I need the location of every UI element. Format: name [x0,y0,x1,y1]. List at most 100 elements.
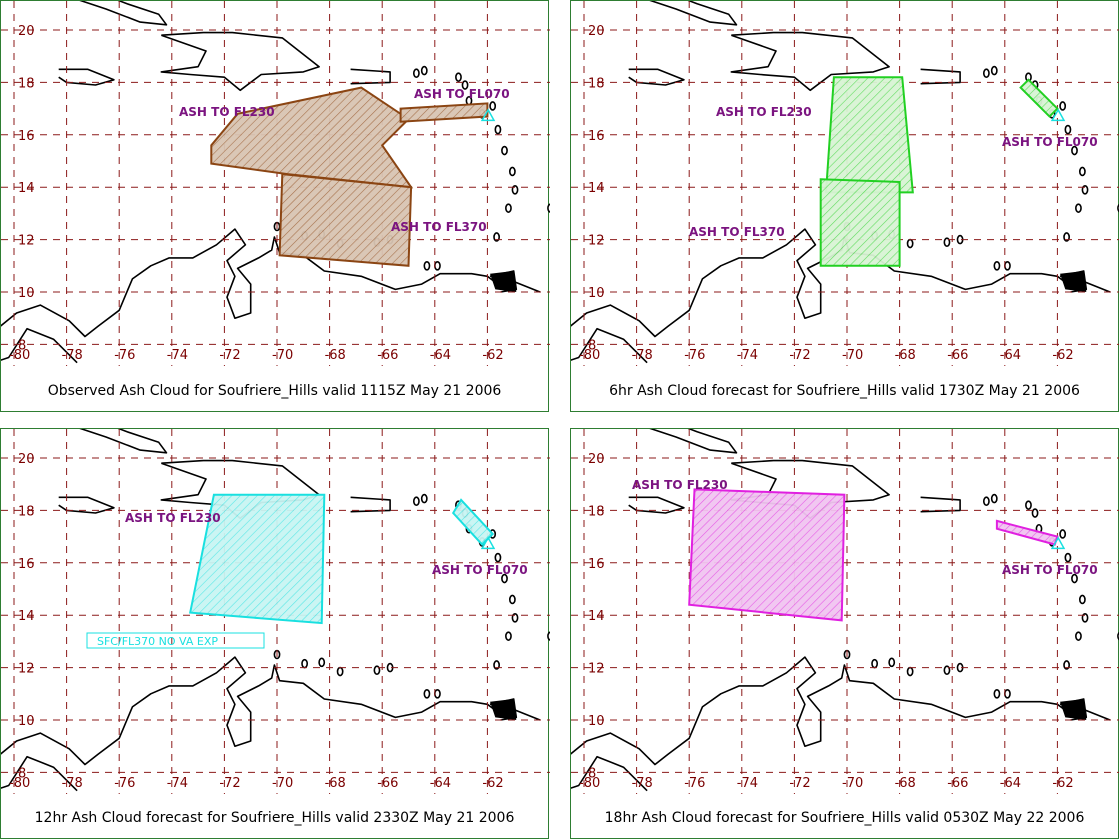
lon-tick-label: -68 [895,776,916,791]
island [493,232,501,242]
lat-tick-label: 14 [18,609,35,624]
map-layer [571,429,1119,794]
coastline-panama [571,327,648,364]
lon-tick-label: -64 [430,776,451,791]
lon-tick-label: -64 [1000,348,1021,363]
island [412,496,420,507]
island [1004,688,1011,699]
ash-label-ash-to-fl070: ASH TO FL070 [1002,563,1098,577]
volcano-marker [1050,108,1066,122]
map-layer [1,429,550,794]
volcano-marker [480,108,496,122]
lat-tick-label: 8 [18,338,26,353]
lon-tick-label: -78 [62,776,83,791]
island [888,657,896,668]
lat-tick-label: 18 [18,504,35,519]
island [412,68,420,79]
island [943,665,951,676]
island [1063,660,1071,670]
coastline-panama [1,755,78,792]
island [906,238,914,249]
island [494,552,502,563]
lat-tick-label: 20 [588,24,605,39]
grid-lines [1,429,550,794]
lon-tick-label: -74 [167,776,188,791]
lon-tick-label: -76 [114,348,135,363]
island [505,203,512,213]
lon-tick-label: -68 [325,776,346,791]
lat-tick-label: 12 [588,234,605,249]
island [461,80,469,90]
island [1081,613,1089,623]
lon-tick-label: -62 [482,776,503,791]
lat-tick-label: 16 [18,557,35,572]
island [990,65,998,76]
lon-tick-label: -64 [430,348,451,363]
note-text: SFC/FL370 NO VA EXP [97,635,218,648]
island [982,496,990,507]
coastline-cuba [79,429,168,454]
island [511,613,519,623]
island [871,658,879,669]
lon-tick-label: -74 [737,348,758,363]
panel-12hr: 20 18 16 14 12 10 8 -80 -78 -76 -74 -72 -70 -68 -66 -64… [0,428,550,839]
panel-observed: 20 18 16 14 12 10 8 -80 -78 -76 -74 -72 -70 -68 -66 -64… [0,0,550,412]
lat-tick-label: 16 [18,129,35,144]
volcano-marker [480,536,496,550]
island [1075,203,1082,213]
island [505,631,512,641]
island [336,666,344,677]
island [301,658,309,669]
island [420,493,428,504]
lat-tick-label: 8 [18,766,26,781]
ash-label-ash-to-fl230: ASH TO FL230 [632,478,728,492]
island [508,166,516,177]
caption-12hr: 12hr Ash Cloud forecast for Soufriere_Hi… [34,810,515,826]
lat-tick-label: 10 [18,286,35,301]
island [494,124,502,135]
lat-tick-label: 10 [588,714,605,729]
coastline-puertorico [350,496,391,513]
lon-tick-label: -78 [632,776,653,791]
lat-tick-label: 8 [588,338,596,353]
island [982,68,990,79]
island [508,594,516,605]
grid-lines [1,1,550,366]
trinidad-island [490,699,517,720]
lat-tick-label: 18 [588,76,605,91]
lon-tick-label: -62 [1052,348,1073,363]
ash-area-fl070 [451,498,495,546]
island [547,203,550,213]
island [434,260,441,271]
lon-tick-label: -68 [895,348,916,363]
lat-tick-label: 12 [588,662,605,677]
lat-tick-label: 16 [588,557,605,572]
map-6hr: 20 18 16 14 12 10 8-80 -78 -76 -74 -72 -70 -68 -66 -64… [571,1,1119,366]
lon-tick-label: -70 [272,776,293,791]
lon-tick-label: -78 [62,348,83,363]
lon-tick-label: -72 [789,776,810,791]
island [1025,500,1032,510]
lon-tick-label: -80 [9,776,30,791]
island [489,101,497,111]
lon-tick-label: -72 [789,348,810,363]
island [1081,185,1089,195]
coastline-southam [571,228,1111,338]
lon-tick-label: -80 [9,348,30,363]
volcano-marker [1050,536,1066,550]
island [1078,166,1086,177]
ash-label-ash-to-fl230: ASH TO FL230 [125,511,221,525]
ash-label-ash-to-fl230: ASH TO FL230 [179,105,275,119]
coastline-puertorico [920,496,961,513]
ash-area-fl070 [399,102,489,123]
ash-label-ash-to-fl370: ASH TO FL370 [391,220,487,234]
lon-tick-label: -70 [842,348,863,363]
lat-tick-label: 20 [18,452,35,467]
ash-area-fl230 [188,493,326,625]
map-18hr: 20 18 16 14 12 10 8-80 -78 -76 -74 -72 -70 -68 -66 -64… [571,429,1119,794]
coastline-panama [571,755,648,792]
map-layer [1,1,550,366]
trinidad-island [490,271,517,292]
lat-tick-label: 20 [588,452,605,467]
ash-area-fl070 [1019,78,1059,118]
